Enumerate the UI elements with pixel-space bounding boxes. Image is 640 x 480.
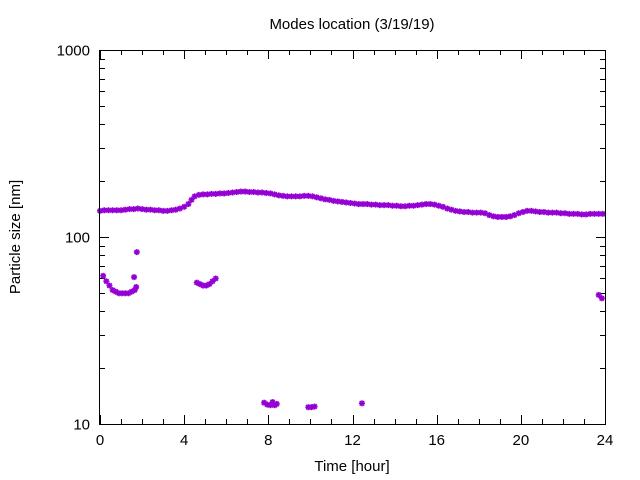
data-points [97,188,606,411]
data-point [599,210,606,217]
x-tick-label: 0 [96,432,104,449]
x-tick-label: 4 [180,432,188,449]
data-point [317,195,324,202]
data-point [355,201,362,208]
data-point [591,210,598,217]
data-point [273,400,280,407]
y-tick-label: 100 [65,230,90,247]
y-tick-label: 10 [73,417,90,434]
data-point [103,278,110,285]
data-point [225,189,232,196]
data-point [284,193,291,200]
axis-tick-labels: 0 4 8 12 16 20 24 10 100 1000 [57,43,614,450]
data-point [126,206,133,213]
x-tick-label: 12 [344,432,361,449]
data-point [106,282,113,289]
y-axis-label: Particle size [nm] [7,180,24,294]
data-point [195,191,202,198]
data-point [100,272,107,279]
data-point [181,203,188,210]
y-tick-label: 1000 [57,43,90,60]
data-point [465,209,472,216]
data-point [168,207,175,214]
data-point [347,199,354,206]
data-point [109,207,116,214]
x-tick-label: 20 [512,432,529,449]
data-point [130,206,137,213]
data-point [200,191,207,198]
data-point [397,203,404,210]
data-point [139,206,146,213]
plot-frame [99,50,606,425]
data-point [587,210,594,217]
data-point [423,201,430,208]
data-point [206,281,213,288]
data-point [133,249,140,256]
chart-title: Modes location (3/19/19) [269,16,434,33]
data-point [311,403,318,410]
data-point [358,400,365,407]
data-point [595,291,602,298]
data-point [313,194,320,201]
data-point [360,201,367,208]
x-tick-label: 8 [264,432,272,449]
axis-ticks [100,50,606,425]
data-point [578,211,585,218]
data-point [528,207,535,214]
data-point [393,202,400,209]
data-point [334,198,341,205]
data-point [185,201,192,208]
x-tick-label: 24 [597,432,614,449]
data-point [212,275,219,282]
x-axis-label: Time [hour] [314,458,389,475]
data-point [250,189,257,196]
data-point [133,284,140,291]
data-point [473,209,480,216]
data-point [131,274,138,281]
data-point [494,213,501,220]
data-point [267,190,274,197]
data-point [598,295,605,302]
data-point [204,191,211,198]
x-tick-label: 16 [428,432,445,449]
data-point [203,282,210,289]
